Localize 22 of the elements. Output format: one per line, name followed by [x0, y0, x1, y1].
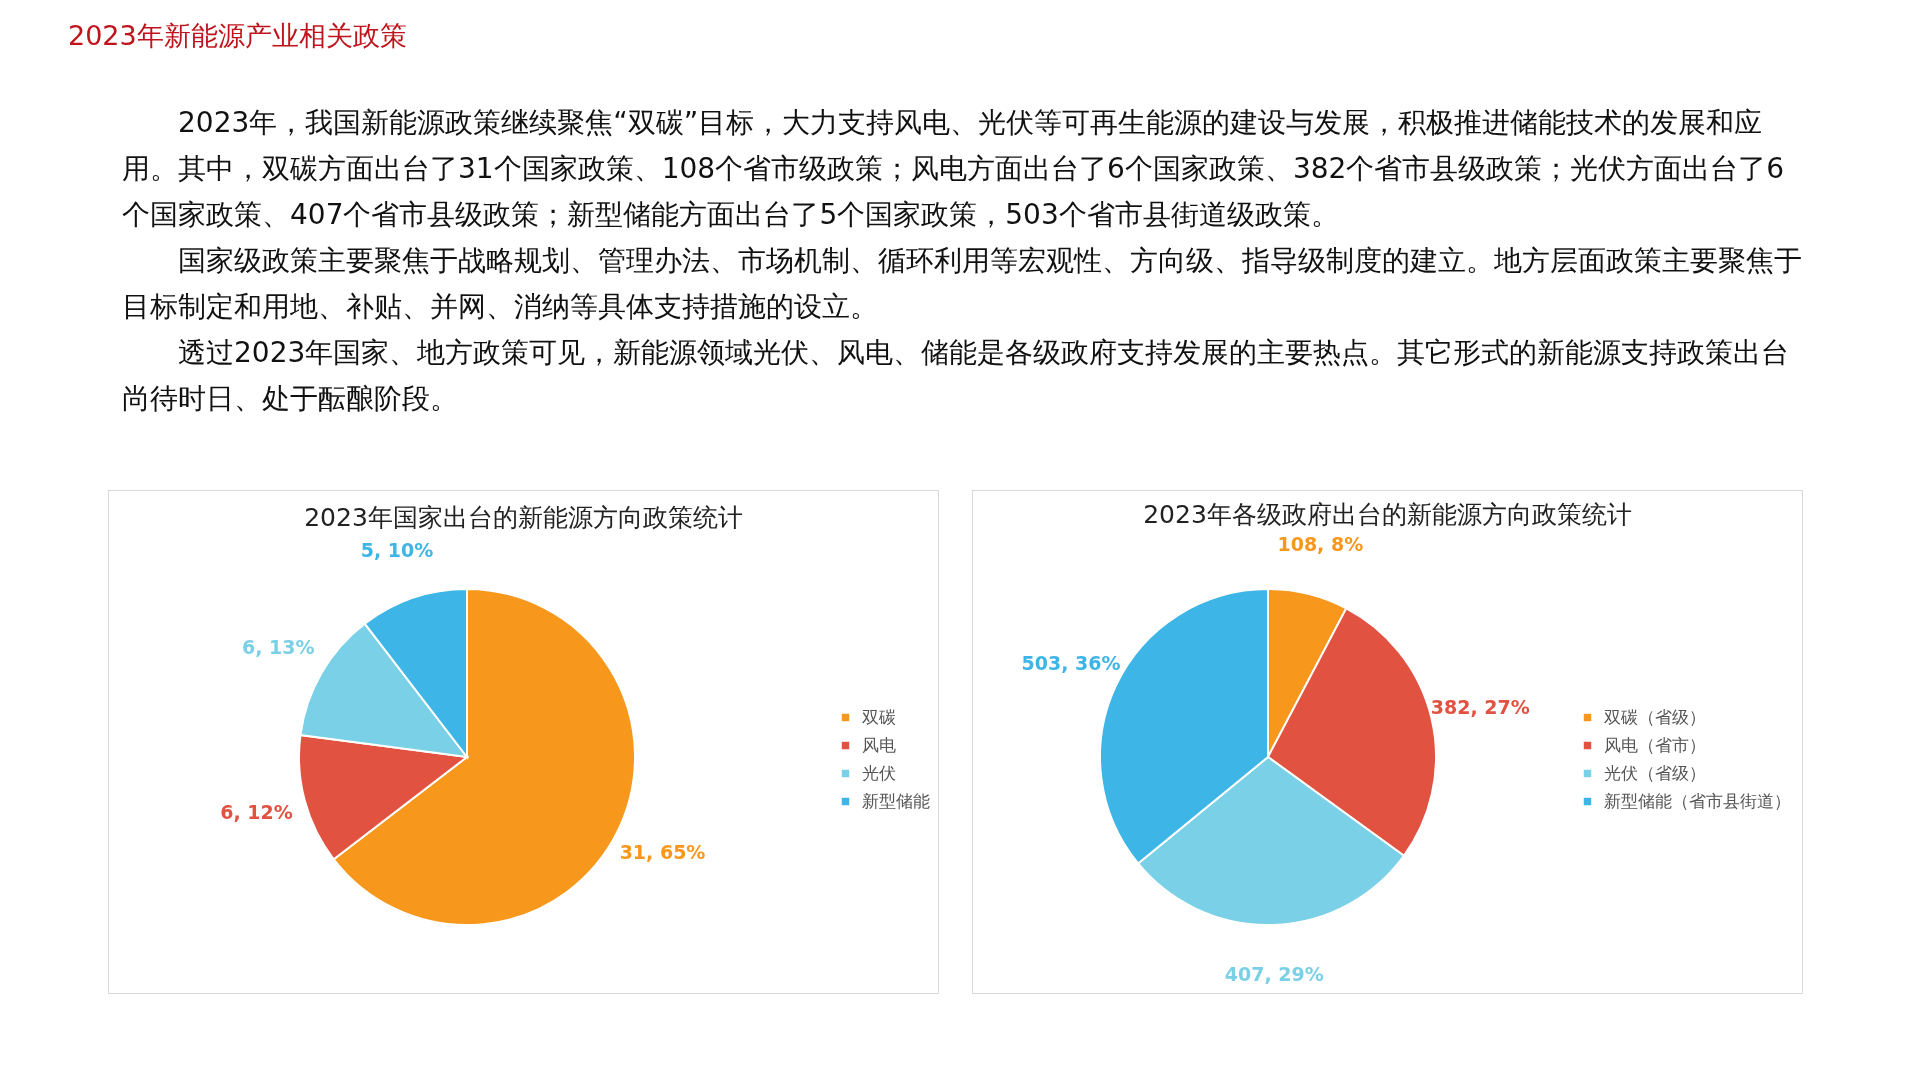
legend-label: 新型储能 [862, 790, 930, 811]
data-label: 503, 36% [1021, 651, 1121, 674]
data-label: 382, 27% [1430, 695, 1530, 718]
text: 2023年，我国新能源政策继续聚焦“双碳”目标，大力支持风电、光伏等可再生能源的建设与发展，积极推进储能技术的发展和应用。其中，双碳方面出台了31个国家政策、108个省市级政策；风电方面出台了6个国家政策、382个省市县级政策；光伏方面出台了6个国家政策、407个省市县级政策；新型储能方面出台了5个国家政策，503个省市县街道级政策。 [122, 105, 1786, 233]
data-label: 407, 29% [1224, 962, 1324, 985]
legend-label: 双碳 [862, 706, 896, 727]
data-label: 6, 13% [241, 636, 315, 658]
legend-label: 风电（省市） [1604, 734, 1706, 755]
legend-label: 光伏 [862, 762, 896, 783]
legend-label: 双碳（省级） [1604, 706, 1706, 727]
chart-title: 2023年各级政府出台的新能源方向政策统计 [1143, 500, 1632, 530]
chart-title: 2023年国家出台的新能源方向政策统计 [304, 503, 743, 532]
legend-label: 光伏（省级） [1604, 762, 1706, 783]
data-label: 6, 12% [220, 801, 293, 824]
data-label: 31, 65% [619, 841, 706, 864]
data-label: 108, 8% [1277, 533, 1364, 556]
data-label: 5, 10% [360, 538, 434, 561]
text: 2023年新能源产业相关政策 [68, 19, 407, 53]
legend-label: 新型储能（省市县街道） [1604, 790, 1791, 811]
text: 透过2023年国家、地方政策可见，新能源领域光伏、风电、储能是各级政府支持发展的主要热点。其它形式的新能源支持政策出台尚待时日、处于酝酿阶段。 [122, 335, 1791, 417]
legend-label: 风电 [862, 734, 896, 755]
text: 国家级政策主要聚焦于战略规划、管理办法、市场机制、循环利用等宏观性、方向级、指导级制度的建立。地方层面政策主要聚焦于目标制定和用地、补贴、并网、消纳等具体支持措施的设立。 [122, 243, 1802, 325]
